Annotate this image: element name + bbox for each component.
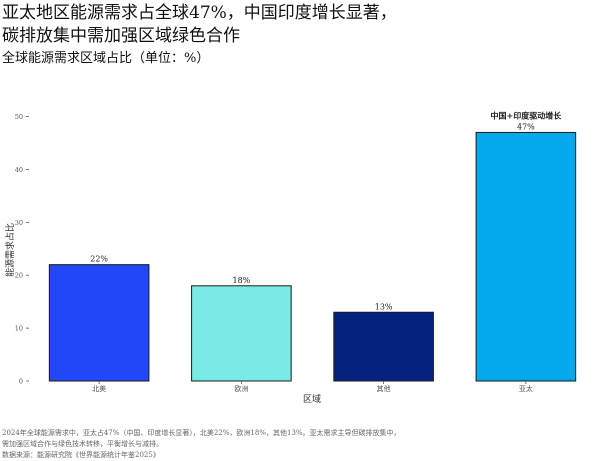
y-axis-label: 能源需求占比	[4, 223, 16, 277]
y-tick-label: 20	[15, 272, 23, 280]
y-tick-label: 40	[15, 166, 23, 174]
y-tick-label: 0	[19, 378, 23, 386]
y-tick-label: 30	[15, 219, 23, 227]
chart-title-line-2: 碳排放集中需加强区域绿色合作	[2, 26, 240, 46]
chart-subtitle: 全球能源需求区域占比（单位：%）	[2, 51, 210, 66]
x-tick-label: 亚太	[519, 384, 533, 393]
chart-title: 亚太地区能源需求占全球47%，中国印度增长显著， 碳排放集中需加强区域绿色合作	[2, 2, 598, 48]
bar-annotation: 中国+印度驱动增长	[491, 110, 563, 120]
chart-caption: 2024年全球能源需求中，亚太占47%（中国、印度增长显著），北美22%，欧洲1…	[2, 428, 562, 461]
bar-value-label: 13%	[375, 302, 393, 311]
bar	[333, 311, 434, 382]
bars: 22% 18% 13% 47% 中国+印度驱动增长	[48, 110, 577, 382]
y-tick-label: 10	[15, 325, 23, 333]
bar	[48, 264, 150, 382]
bar-value-label: 47%	[517, 122, 535, 131]
y-axis: 0 10 20 30 40 50	[15, 113, 29, 386]
caption-line-1: 2024年全球能源需求中，亚太占47%（中国、印度增长显著），北美22%，欧洲1…	[2, 429, 401, 437]
x-tick-label: 其他	[377, 384, 391, 393]
bar	[475, 131, 577, 382]
bar-value-label: 22%	[90, 255, 108, 264]
bar	[191, 285, 292, 382]
x-tick-label: 欧洲	[234, 384, 248, 393]
x-axis: 北美 欧洲 其他 亚太	[92, 381, 533, 393]
chart-title-line-1: 亚太地区能源需求占全球47%，中国印度增长显著，	[2, 3, 397, 23]
caption-line-2: 需加强区域合作与绿色技术转移，平衡增长与减排。	[2, 440, 163, 448]
x-axis-label: 区域	[303, 393, 321, 405]
bar-value-label: 18%	[232, 276, 250, 285]
caption-line-3: 数据来源：能源研究院《世界能源统计年鉴2025》	[2, 451, 160, 459]
y-tick-label: 50	[15, 113, 23, 121]
x-tick-label: 北美	[92, 384, 106, 393]
